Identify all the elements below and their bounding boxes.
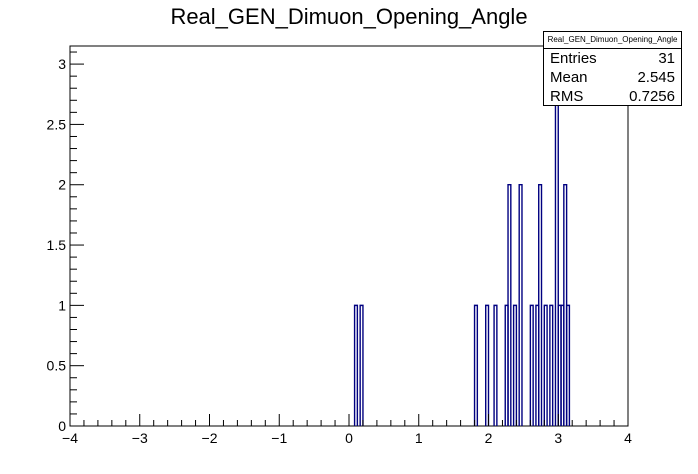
histogram-bin <box>538 184 543 426</box>
stats-entries-value: 31 <box>658 50 675 67</box>
x-tick-label: −1 <box>271 430 287 446</box>
y-tick-label: 2 <box>58 177 66 193</box>
stats-entries-label: Entries <box>550 50 597 67</box>
y-tick-label: 3 <box>58 56 66 72</box>
histogram-bin <box>565 304 571 426</box>
stats-box: Real_GEN_Dimuon_Opening_Angle Entries 31… <box>543 31 682 106</box>
x-tick-label: 4 <box>624 430 632 446</box>
histogram-bin <box>549 304 554 426</box>
x-tick-label: −3 <box>132 430 148 446</box>
stats-mean-value: 2.545 <box>637 69 675 86</box>
histogram-bin <box>543 304 548 426</box>
y-tick-label: 0 <box>58 418 66 434</box>
stats-rms-label: RMS <box>550 88 584 105</box>
y-tick-label: 2.5 <box>47 116 67 132</box>
histogram-bin <box>485 304 490 426</box>
x-tick-label: 1 <box>415 430 423 446</box>
x-tick-label: 0 <box>345 430 353 446</box>
histogram-bin <box>473 304 479 426</box>
stats-rms-row: RMS 0.7256 <box>544 87 681 106</box>
stats-title: Real_GEN_Dimuon_Opening_Angle <box>544 32 681 49</box>
histogram-bin <box>518 184 523 426</box>
x-tick-label: 3 <box>554 430 562 446</box>
x-tick-label: −2 <box>202 430 218 446</box>
chart-title: Real_GEN_Dimuon_Opening_Angle <box>170 4 528 29</box>
x-tick-label: 2 <box>485 430 493 446</box>
y-tick-label: 1 <box>58 297 66 313</box>
y-tick-label: 0.5 <box>47 358 67 374</box>
stats-rms-value: 0.7256 <box>629 88 675 105</box>
histogram-bin <box>512 304 518 426</box>
histogram-bin <box>493 304 498 426</box>
x-tick-label: −4 <box>62 430 78 446</box>
stats-entries-row: Entries 31 <box>544 49 681 68</box>
histogram-bin <box>529 304 534 426</box>
stats-mean-row: Mean 2.545 <box>544 68 681 87</box>
histogram-bin <box>353 304 359 426</box>
y-tick-label: 1.5 <box>47 237 67 253</box>
histogram-bin <box>359 304 364 426</box>
stats-mean-label: Mean <box>550 69 588 86</box>
histogram-bin <box>507 184 512 426</box>
